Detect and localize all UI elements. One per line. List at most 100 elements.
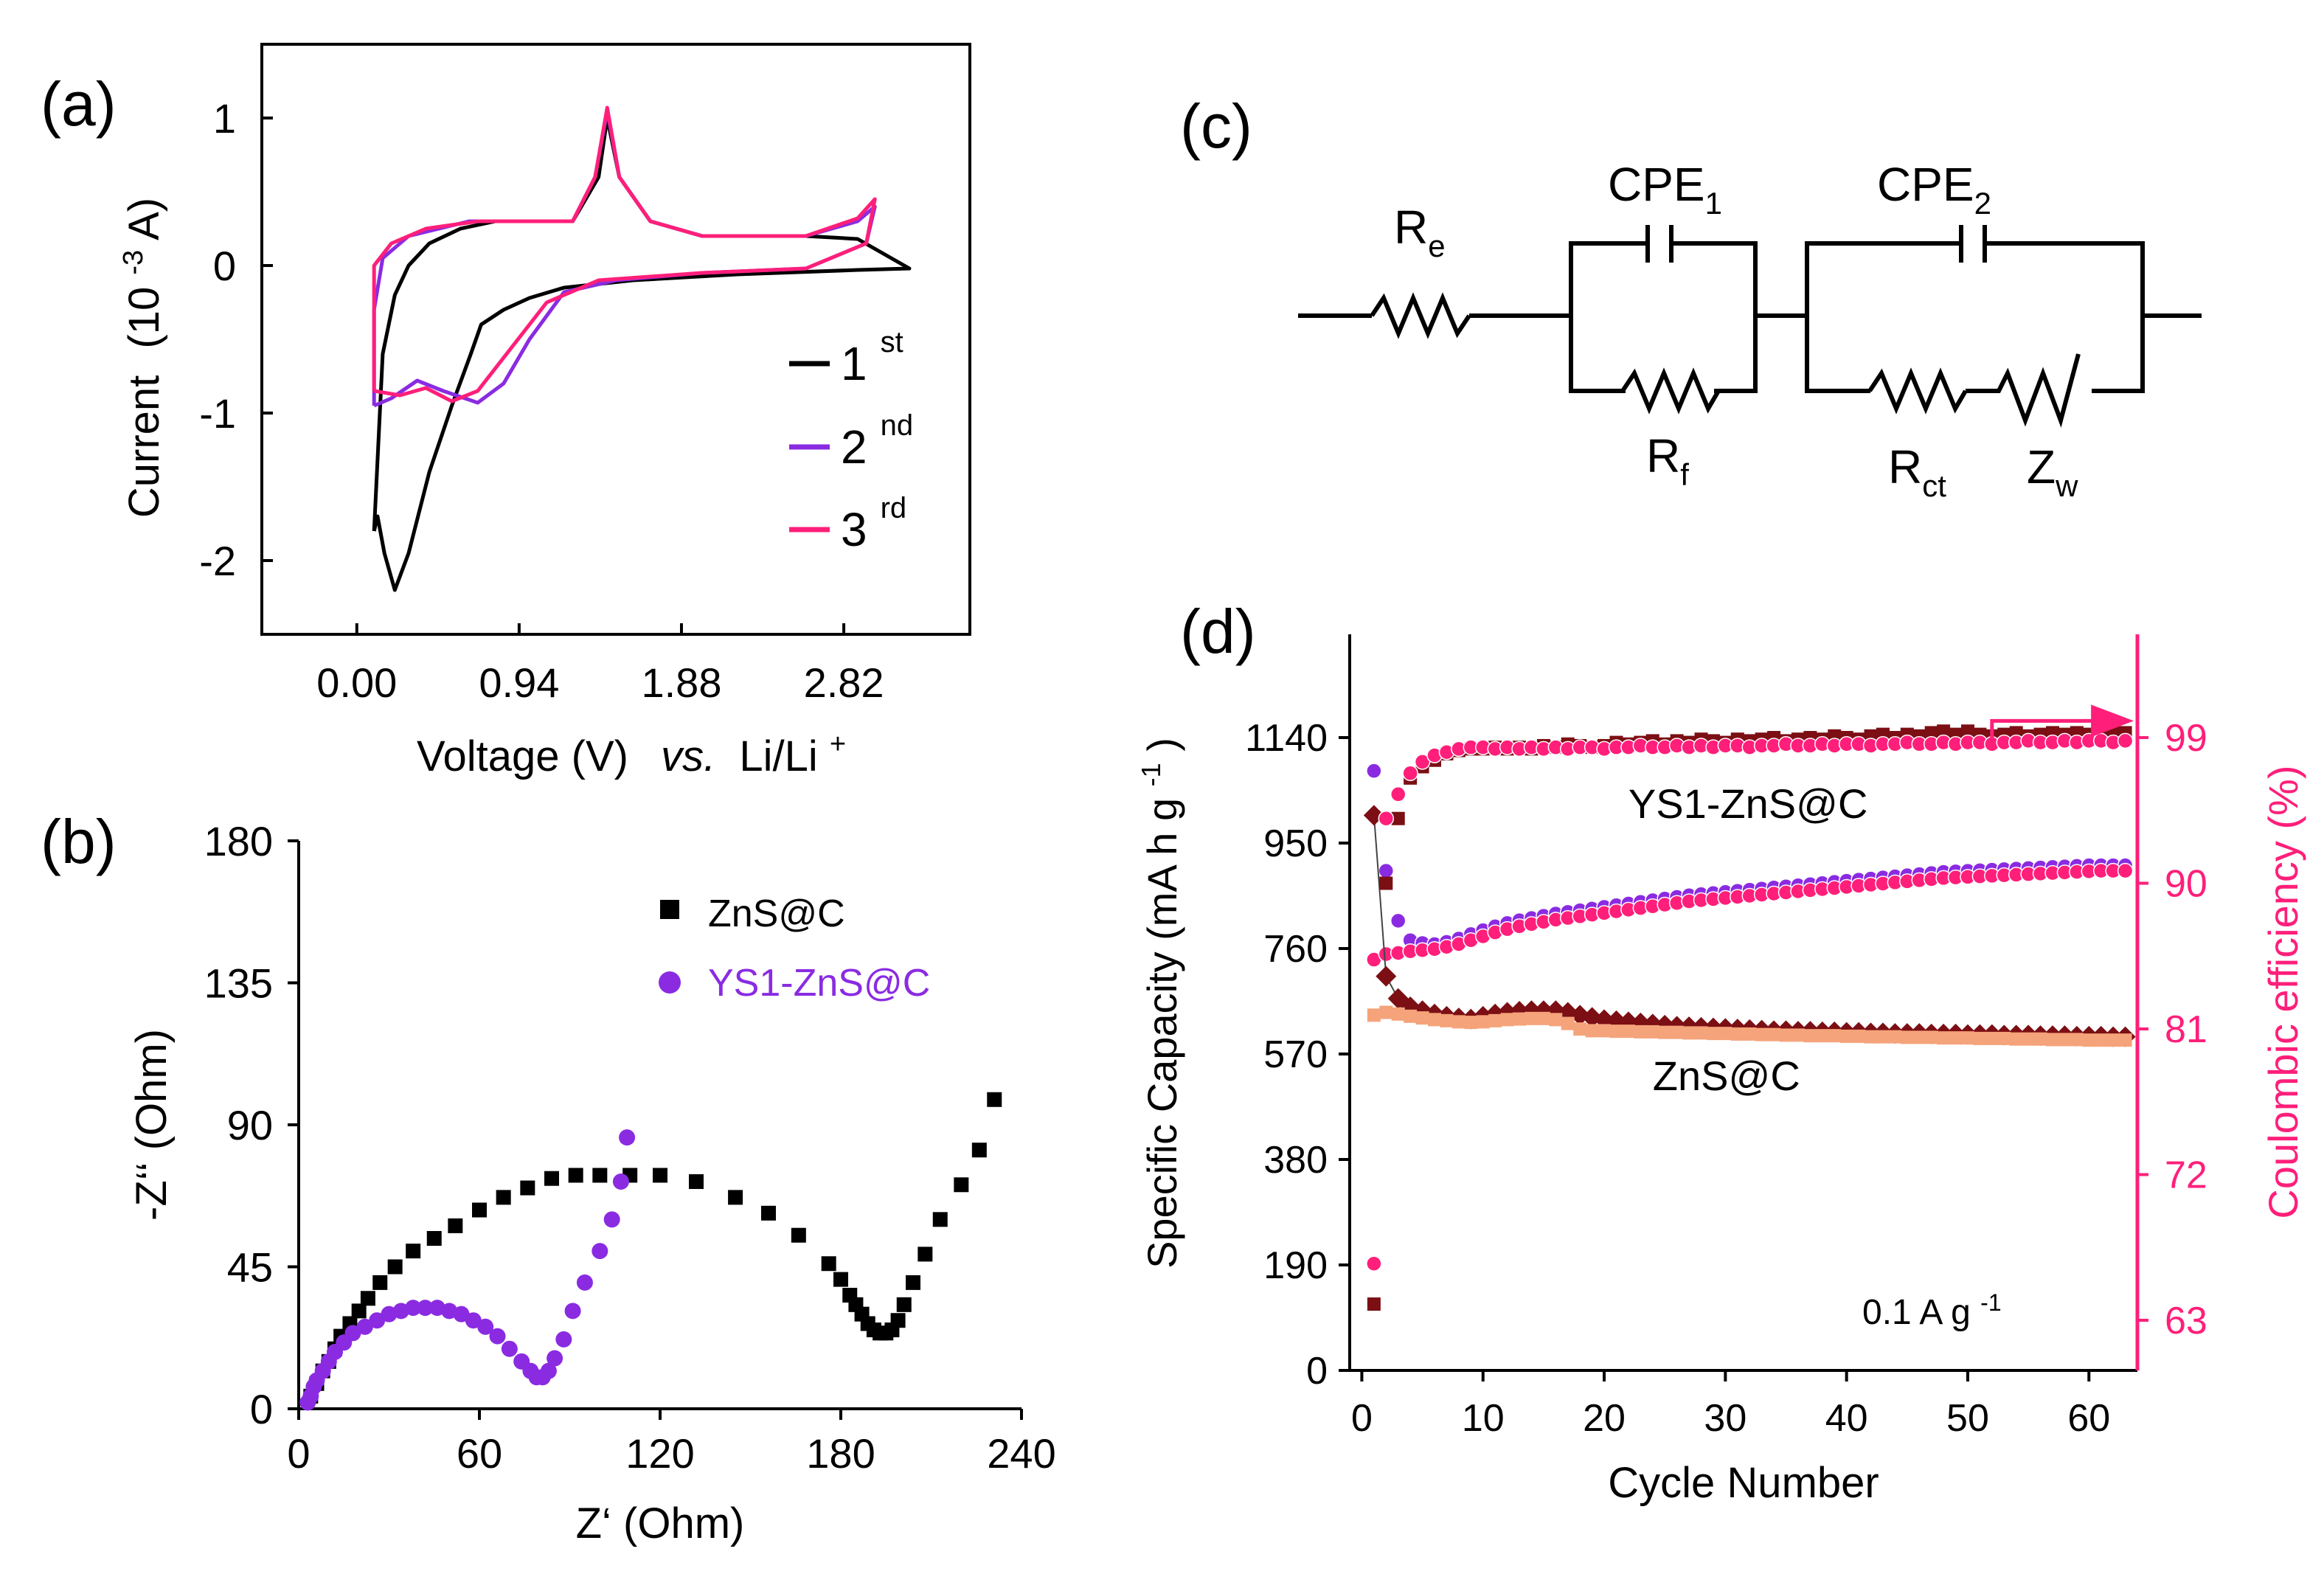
b-point-ys1-zns-c	[540, 1362, 557, 1379]
b-point-zns-c	[472, 1202, 487, 1218]
label-rf-main: R	[1646, 429, 1680, 482]
d-x-tick-label: 60	[2067, 1397, 2110, 1440]
panel-a-series	[372, 105, 912, 592]
label-cpe2: CPE2	[1877, 158, 1991, 221]
d-point-zns-c-charge	[1828, 1029, 1842, 1043]
panel-a-ylabel: Current (10 -3 A)	[104, 198, 168, 518]
legend-b-marker-2	[659, 971, 681, 994]
label-zw-main: Z	[2027, 440, 2056, 493]
d-point-zns-c-charge	[2082, 1033, 2096, 1047]
d-point-zns-c-coulombic-efficiency	[1960, 724, 1974, 738]
panel-d-ylabel-left-sup: -1	[1136, 763, 1166, 786]
label-zw: Zw	[2027, 440, 2078, 503]
b-point-ys1-zns-c	[619, 1129, 636, 1146]
legend-a-label-1: 1 st	[841, 326, 903, 390]
b-x-tick-label: 0	[287, 1430, 310, 1477]
legend-a-label-2-sup: nd	[881, 409, 914, 442]
d-point-ys1-zns-c-coulombic-efficiency	[1402, 765, 1418, 782]
d-point-zns-c-charge	[1561, 1016, 1575, 1030]
b-point-ys1-zns-c	[417, 1300, 434, 1317]
d-point-zns-c-charge	[1949, 1031, 1963, 1045]
circuit-resistor-rct	[1867, 367, 1968, 415]
d-point-zns-c-charge	[1658, 1025, 1672, 1039]
b-point-zns-c	[592, 1168, 608, 1183]
panel-a-xlabel-sup: +	[830, 729, 846, 760]
d-point-zns-c-charge	[1391, 1007, 1405, 1021]
b-point-ys1-zns-c	[489, 1328, 506, 1345]
panel-b-ticks: 0 60 120 180 240 0 45 90 135 180	[204, 818, 1056, 1477]
d-y-left-tick-label: 380	[1263, 1139, 1328, 1182]
d-y-left-tick-label: 760	[1263, 928, 1328, 971]
d-x-tick-label: 0	[1351, 1397, 1373, 1440]
a-y-tick-label: 0	[213, 243, 236, 289]
d-point-ys1-zns-c-discharge	[1390, 912, 1406, 929]
d-y-left-tick-label: 570	[1263, 1033, 1328, 1076]
d-point-zns-c-charge	[1718, 1027, 1732, 1041]
label-re-sub: e	[1428, 229, 1445, 263]
d-point-zns-c-charge	[1585, 1024, 1599, 1038]
panel-b: 0 60 120 180 240 0 45 90 135 180 Z‘ (Ohm) -Z‘‘ (O…	[128, 818, 1056, 1547]
b-x-tick-label: 120	[625, 1430, 694, 1477]
d-point-zns-c-coulombic-efficiency	[1937, 724, 1951, 738]
d-point-zns-c-charge	[1451, 1015, 1465, 1029]
d-y-right-tick-label: 99	[2165, 717, 2207, 760]
d-x-tick-label: 40	[1825, 1397, 1868, 1440]
a-y-tick-label: -2	[199, 538, 236, 584]
right-axis-arrow	[1990, 704, 2134, 743]
b-point-zns-c	[833, 1272, 848, 1287]
b-point-ys1-zns-c	[564, 1303, 581, 1320]
d-point-zns-c-charge	[1598, 1024, 1612, 1038]
d-point-zns-c-charge	[1997, 1031, 2011, 1045]
d-point-zns-c-coulombic-efficiency	[1924, 726, 1938, 740]
label-cpe1: CPE1	[1608, 158, 1722, 221]
b-point-zns-c	[568, 1168, 583, 1183]
b-point-ys1-zns-c	[555, 1331, 572, 1348]
d-y-right-tick-label: 72	[2165, 1154, 2207, 1197]
b-point-ys1-zns-c	[592, 1243, 608, 1260]
b-point-zns-c	[954, 1177, 969, 1193]
d-point-zns-c-charge	[1404, 1009, 1418, 1023]
d-point-zns-c-charge	[1513, 1012, 1527, 1026]
label-rct: Rct	[1888, 440, 1946, 503]
b-point-ys1-zns-c	[356, 1318, 373, 1335]
d-point-ys1-zns-c-coulombic-efficiency	[1378, 810, 1395, 827]
d-point-zns-c-coulombic-efficiency	[1379, 876, 1393, 890]
circuit-cpe1-gap	[1646, 236, 1673, 251]
panel-a-frame	[260, 43, 971, 636]
d-point-zns-c-charge	[1791, 1028, 1805, 1042]
label-re: Re	[1394, 201, 1446, 263]
b-point-zns-c	[918, 1247, 933, 1262]
b-point-zns-c	[906, 1275, 920, 1290]
d-point-zns-c-charge	[1767, 1027, 1781, 1041]
b-point-zns-c	[544, 1171, 559, 1186]
panel-b-frame	[299, 841, 1021, 1409]
d-point-ys1-zns-c-coulombic-efficiency	[1366, 1255, 1382, 1272]
b-point-ys1-zns-c	[612, 1173, 629, 1190]
d-point-zns-c-charge	[1815, 1029, 1829, 1043]
a-series-line-1	[372, 116, 912, 592]
b-x-tick-label: 240	[987, 1430, 1055, 1477]
panel-a-xlabel-vs: vs.	[661, 732, 715, 780]
b-point-ys1-zns-c	[477, 1318, 494, 1335]
d-point-zns-c-charge	[1912, 1030, 1926, 1044]
circuit-resistor-rf	[1620, 367, 1721, 415]
label-cpe1-main: CPE	[1608, 158, 1705, 211]
annotation-zns-c: ZnS@C	[1653, 1053, 1800, 1099]
legend-a-label-2: 2 nd	[841, 409, 913, 474]
d-point-zns-c-charge	[1694, 1026, 1708, 1040]
b-point-ys1-zns-c	[369, 1312, 386, 1329]
label-rct-sub: ct	[1922, 468, 1946, 503]
panel-a-legend: 1 st 2 nd 3 rd	[789, 326, 913, 556]
d-point-zns-c-charge	[1706, 1027, 1720, 1041]
a-x-tick-label: 0.00	[316, 659, 397, 706]
b-y-tick-label: 0	[250, 1386, 273, 1432]
a-y-tick-label: 1	[213, 95, 236, 142]
b-point-ys1-zns-c	[453, 1306, 470, 1322]
d-point-zns-c-charge	[2070, 1033, 2084, 1047]
d-point-zns-c-charge	[1864, 1030, 1878, 1044]
d-point-zns-c-charge	[1839, 1029, 1853, 1043]
panel-d-series	[1363, 724, 2136, 1311]
b-point-zns-c	[360, 1291, 375, 1306]
rate-label-main: 0.1 A g	[1862, 1293, 1971, 1332]
legend-a-label-1-base: 1	[841, 337, 867, 390]
